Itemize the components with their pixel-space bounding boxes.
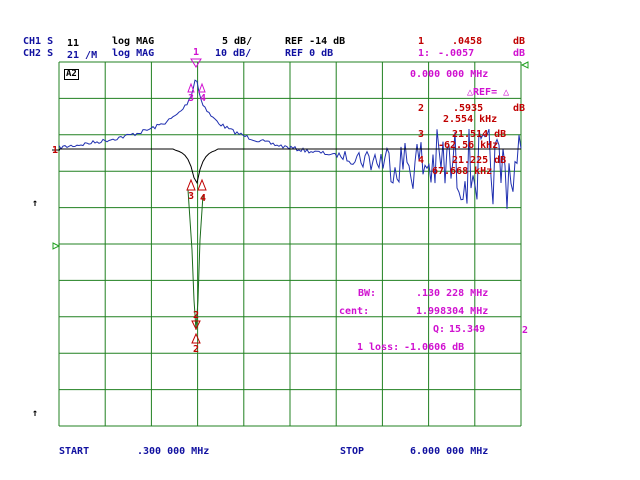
q-label: Q: [433,324,446,335]
ch1-param: 11 [67,38,80,49]
loss-label: 1 loss: [357,342,400,353]
m1-value: .0458 [452,36,483,47]
ch2-ref-number: 2 [522,325,529,336]
bw-label: BW: [358,288,377,299]
marker-4-triangle-top [198,82,206,93]
m3-value: 21.514 dB [452,129,507,140]
marker-2-triangle-lower [191,332,201,344]
m1-label: 1 [418,36,425,47]
marker-4-number: 4 [200,193,207,204]
start-label: START [59,446,90,457]
ref-pointer-left [52,242,61,250]
m3-frequency: -62.56 kHz [438,140,499,151]
start-value: .300 000 MHz [137,446,210,457]
ch1-label: CH1 S [23,36,54,47]
m4-frequency: 67.668 kHz [432,166,493,177]
ch1-ref: REF -14 dB [285,36,346,47]
m1-frequency: 0.000 000 MHz [410,69,489,80]
channel-badge: A2 [64,69,79,80]
q-value: 15.349 [449,324,486,335]
cent-value: 1.998304 MHz [416,306,489,317]
bw-value: .130 228 MHz [416,288,489,299]
marker-3-triangle-top [187,82,195,93]
m4-label: 4 [418,155,425,166]
ch2-label: CH2 S [23,48,54,59]
marker-2-number: 2 [193,344,200,355]
stop-value: 6.000 000 MHz [410,446,489,457]
m1-delta-label: 1: [418,48,431,59]
marker-4-triangle [197,178,207,191]
ch2-format: log MAG [112,48,155,59]
marker-1-triangle [190,58,202,68]
ch1-scale: 5 dB/ [222,36,253,47]
ref-pointer-right [520,61,529,69]
cent-label: cent: [339,306,370,317]
scroll-up-arrow-1: ↑ [32,198,39,209]
loss-value: -1.0606 dB [404,342,465,353]
marker-3-number-top: 3 [188,93,195,104]
delta-ref: △REF= △ [467,87,510,98]
ch1-format: log MAG [112,36,155,47]
ch2-ref: REF 0 dB [285,48,334,59]
m1-delta-value: -.0057 [438,48,475,59]
m4-value: 21.225 dB [452,155,507,166]
stop-label: STOP [340,446,365,457]
m2-value: .5935 [453,103,484,114]
marker-3-number: 3 [188,191,195,202]
m1-unit: dB [513,36,526,47]
m2-unit: dB [513,103,526,114]
m3-label: 3 [418,129,425,140]
ch2-param: 21 /M [67,50,98,61]
ch2-transmission-trace [58,79,522,209]
ch2-scale: 10 dB/ [215,48,252,59]
marker-3-triangle [186,178,196,191]
marker-4-number-top: 4 [200,93,207,104]
marker-2-number-top: 2 [193,310,200,321]
scroll-up-arrow-2: ↑ [32,408,39,419]
ch1-notch-trace [187,189,204,331]
ch1-reflection-trace [59,148,521,185]
m2-frequency: 2.554 kHz [443,114,498,125]
m1-delta-unit: dB [513,48,526,59]
m2-label: 2 [418,103,425,114]
ch1-ref-number: 1 [52,145,59,156]
marker-2-triangle [191,320,201,331]
marker-1-number: 1 [193,47,200,58]
